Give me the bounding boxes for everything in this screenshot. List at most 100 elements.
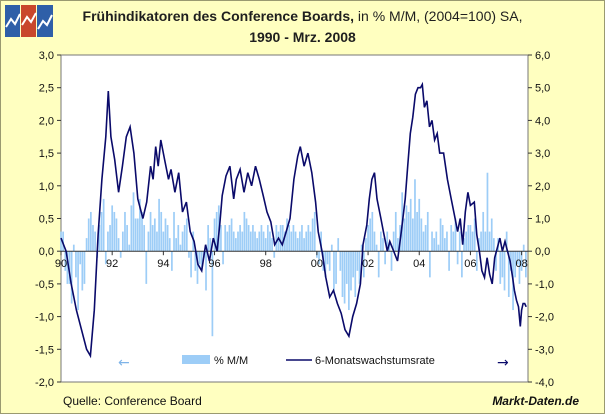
bar — [394, 211, 397, 252]
bar — [403, 218, 406, 252]
bar — [409, 198, 412, 252]
bar — [292, 225, 295, 252]
bar — [145, 251, 148, 284]
bar — [431, 231, 433, 252]
bar — [185, 218, 188, 252]
bar — [87, 218, 90, 252]
bar — [446, 231, 448, 252]
bar — [330, 244, 333, 252]
bar — [104, 251, 107, 265]
bar — [507, 251, 510, 297]
bar — [480, 231, 482, 252]
plot-area — [60, 54, 529, 383]
bar — [277, 231, 280, 252]
bar — [441, 225, 444, 252]
bar — [337, 238, 340, 252]
bar — [298, 231, 301, 252]
bar — [443, 238, 446, 252]
bar — [375, 244, 378, 252]
bar — [134, 218, 137, 252]
x-tick-label: 00 — [311, 258, 323, 270]
y-left-tick-label: 0,5 — [39, 214, 54, 226]
logo-chart-icon — [5, 5, 53, 37]
chart-title: Frühindikatoren des Conference Boards, i… — [0, 8, 605, 24]
bar — [499, 251, 502, 284]
y-right-tick-label: -3,0 — [535, 344, 554, 356]
bar — [495, 251, 497, 271]
bar — [281, 225, 284, 252]
x-tick-label: 08 — [515, 258, 527, 270]
bar — [124, 211, 126, 252]
bar — [288, 225, 291, 252]
bar — [245, 218, 248, 252]
bar — [100, 211, 103, 252]
bar — [64, 251, 67, 271]
bar — [448, 251, 450, 271]
y-right-tick-label: 3,0 — [535, 148, 550, 160]
bar — [516, 251, 519, 265]
chart-title-rest: in % M/M, (2004=100) SA, — [354, 8, 523, 24]
bar — [107, 231, 109, 252]
bar — [196, 251, 199, 284]
bar — [290, 231, 293, 252]
bar — [215, 211, 218, 252]
bar — [147, 231, 150, 252]
bar — [433, 238, 436, 252]
bar — [305, 231, 308, 252]
bar — [405, 205, 408, 252]
bar-series — [60, 172, 527, 337]
source-note: Quelle: Conference Board — [63, 394, 202, 408]
bar — [177, 225, 180, 252]
y-right-tick-label: 0,0 — [535, 246, 550, 258]
bar — [313, 211, 316, 252]
bar — [275, 225, 278, 252]
bar — [192, 231, 195, 252]
bar — [490, 218, 493, 252]
bar — [128, 244, 131, 252]
bar — [72, 244, 75, 252]
legend-line-label: 6-Monatswachstumsrate — [315, 355, 435, 367]
bar — [60, 231, 62, 252]
bar — [339, 251, 342, 271]
y-left-tick-label: -1,0 — [35, 312, 54, 324]
bar — [456, 251, 459, 265]
bar — [70, 251, 73, 304]
x-tick-label: 90 — [55, 258, 67, 270]
bar — [422, 231, 425, 252]
bar — [390, 251, 393, 271]
bar — [450, 225, 453, 252]
bar — [235, 238, 237, 252]
bar — [471, 231, 474, 252]
y-right-tick-label: 2,0 — [535, 181, 550, 193]
bar — [232, 231, 235, 252]
x-tick-label: 98 — [260, 258, 272, 270]
bar — [326, 251, 329, 265]
bar — [273, 251, 276, 258]
bar — [264, 238, 267, 252]
bar — [309, 231, 312, 252]
bar — [318, 251, 320, 265]
bar — [461, 251, 463, 278]
bar — [119, 251, 122, 258]
x-axis: 90 92 94 96 98 00 02 04 06 08 — [55, 251, 528, 270]
bar — [426, 211, 429, 252]
y-left-tick-label: 1,0 — [39, 181, 54, 193]
bar — [328, 251, 331, 271]
bar — [75, 251, 77, 278]
bar — [121, 231, 124, 252]
y-axis-left: -2,0 -1,5 -1,0 -0,5 0,0 0,5 1,0 1,5 2,0 2,5 3,0 — [35, 50, 61, 389]
chart-title-bold: Frühindikatoren des Conference Boards, — [82, 8, 355, 24]
bar — [294, 231, 297, 252]
x-tick-label: 92 — [106, 258, 118, 270]
y-right-tick-label: -2,0 — [535, 312, 554, 324]
bar — [260, 225, 263, 252]
bar — [345, 251, 348, 284]
bar — [220, 225, 222, 252]
bar — [324, 251, 327, 278]
bar — [303, 238, 305, 252]
bar — [388, 244, 391, 252]
bar — [416, 211, 418, 252]
bar — [126, 225, 128, 252]
legend: ← % M/M 6-Monatswachstumsrate → — [118, 355, 509, 371]
bar — [198, 251, 201, 265]
